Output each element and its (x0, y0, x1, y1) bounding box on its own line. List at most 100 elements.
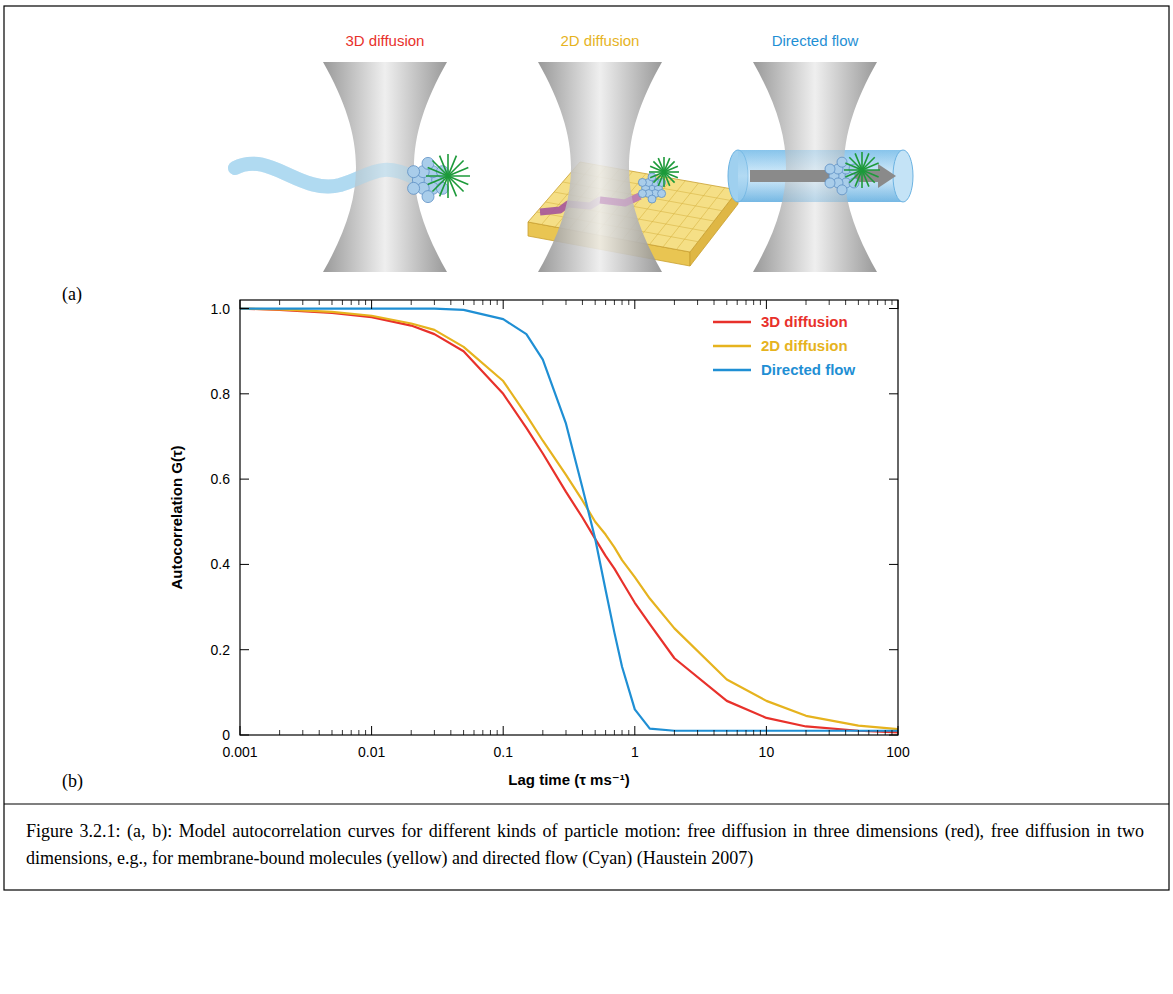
x-minor-tick (342, 730, 343, 735)
x-minor-tick (885, 730, 886, 735)
fluorophore (426, 154, 470, 198)
x-minor-tick (450, 300, 451, 305)
particle-bead (825, 178, 835, 188)
panel-label: (b) (62, 771, 83, 792)
x-tick-label: 0.001 (222, 744, 257, 760)
x-minor-tick (858, 730, 859, 735)
x-minor-tick (595, 300, 596, 305)
x-tick (371, 726, 372, 735)
x-minor-tick (806, 730, 807, 735)
y-tick (889, 479, 898, 480)
y-tick (240, 479, 249, 480)
x-minor-tick (726, 300, 727, 305)
x-minor-tick (565, 730, 566, 735)
x-minor-tick (868, 300, 869, 305)
x-minor-tick (463, 300, 464, 305)
x-minor-tick (365, 730, 366, 735)
y-tick (240, 308, 249, 309)
capillary (738, 150, 903, 202)
legend: 3D diffusion2D diffusionDirected flow (713, 313, 856, 378)
y-tick (240, 393, 249, 394)
x-minor-tick (714, 730, 715, 735)
x-minor-tick (628, 730, 629, 735)
x-minor-tick (358, 300, 359, 305)
legend-swatch (713, 369, 751, 371)
x-tick (898, 300, 899, 309)
particle-bead (837, 157, 847, 167)
x-minor-tick (760, 730, 761, 735)
particle-bead (422, 191, 434, 203)
y-tick (240, 564, 249, 565)
x-minor-tick (737, 300, 738, 305)
fluorophore-ray (428, 168, 469, 185)
x-minor-tick (858, 300, 859, 305)
x-minor-tick (746, 300, 747, 305)
illustration-title: 3D diffusion (346, 32, 425, 49)
x-minor-tick (697, 300, 698, 305)
y-tick (889, 649, 898, 650)
x-tick (240, 300, 241, 309)
x-minor-tick (614, 730, 615, 735)
x-minor-tick (605, 300, 606, 305)
x-minor-tick (746, 730, 747, 735)
x-minor-tick (319, 730, 320, 735)
trajectory (600, 196, 640, 203)
illustration-title: Directed flow (772, 32, 859, 49)
y-tick (240, 735, 249, 736)
x-minor-tick (450, 730, 451, 735)
particle-bead (638, 178, 646, 186)
fluorophore-ray (650, 166, 678, 177)
x-minor-tick (806, 300, 807, 305)
legend-label: 2D diffusion (761, 337, 848, 354)
figure-border (4, 6, 1169, 890)
particle-bead (658, 190, 666, 198)
x-minor-tick (565, 300, 566, 305)
y-axis-title: Autocorrelation G(τ) (168, 445, 185, 589)
x-minor-tick (342, 300, 343, 305)
flow-arrow-head (878, 164, 896, 188)
x-tick (503, 300, 504, 309)
x-minor-tick (622, 300, 623, 305)
x-minor-tick (358, 730, 359, 735)
particle-bead (408, 166, 420, 178)
x-minor-tick (726, 730, 727, 735)
x-minor-tick (411, 300, 412, 305)
particle-bead (638, 190, 646, 198)
x-minor-tick (614, 300, 615, 305)
x-minor-tick (595, 730, 596, 735)
x-tick (240, 726, 241, 735)
x-minor-tick (829, 730, 830, 735)
x-minor-tick (877, 300, 878, 305)
x-tick (371, 300, 372, 309)
y-tick-label: 0.4 (211, 556, 231, 572)
series-line (240, 309, 898, 731)
x-minor-tick (497, 730, 498, 735)
x-minor-tick (279, 300, 280, 305)
x-minor-tick (542, 730, 543, 735)
x-minor-tick (868, 730, 869, 735)
x-tick-label: 1 (631, 744, 639, 760)
legend-label: 3D diffusion (761, 313, 848, 330)
fluorophore (649, 157, 679, 187)
y-tick (889, 393, 898, 394)
legend-swatch (713, 321, 751, 323)
trajectory (235, 164, 415, 187)
y-tick-label: 0.8 (211, 386, 231, 402)
y-tick (889, 564, 898, 565)
y-tick (889, 308, 898, 309)
x-minor-tick (482, 300, 483, 305)
fluorophore-ray (845, 163, 878, 177)
panel-b: 0.0010.010.111010000.20.40.60.81.0Lag ti… (168, 300, 910, 788)
legend-swatch (713, 345, 751, 347)
x-minor-tick (490, 730, 491, 735)
x-tick-label: 100 (886, 744, 910, 760)
x-minor-tick (753, 300, 754, 305)
x-minor-tick (737, 730, 738, 735)
x-tick (634, 726, 635, 735)
x-minor-tick (674, 300, 675, 305)
series-line (240, 309, 898, 733)
x-tick-label: 0.01 (358, 744, 385, 760)
x-minor-tick (279, 730, 280, 735)
capillary (738, 150, 903, 202)
x-minor-tick (319, 300, 320, 305)
